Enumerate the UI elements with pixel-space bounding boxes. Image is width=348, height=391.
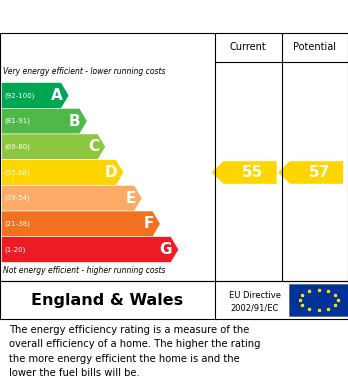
Text: (92-100): (92-100) (4, 92, 34, 99)
Polygon shape (1, 160, 124, 185)
Text: EU Directive: EU Directive (229, 291, 281, 300)
Text: 55: 55 (242, 165, 263, 180)
Text: (69-80): (69-80) (4, 143, 30, 150)
Text: (55-68): (55-68) (4, 169, 30, 176)
Text: Not energy efficient - higher running costs: Not energy efficient - higher running co… (3, 266, 166, 275)
Text: 2002/91/EC: 2002/91/EC (231, 304, 279, 313)
Polygon shape (1, 108, 87, 134)
Text: D: D (105, 165, 117, 180)
Polygon shape (1, 185, 142, 211)
Text: Very energy efficient - lower running costs: Very energy efficient - lower running co… (3, 66, 166, 75)
Bar (289, 284, 348, 316)
Text: (1-20): (1-20) (4, 246, 25, 253)
Text: G: G (160, 242, 172, 257)
Text: B: B (69, 114, 81, 129)
Polygon shape (278, 161, 343, 184)
Text: (81-91): (81-91) (4, 118, 30, 124)
Polygon shape (1, 237, 179, 262)
Text: (21-38): (21-38) (4, 221, 30, 227)
Text: C: C (88, 139, 99, 154)
Text: F: F (143, 216, 154, 231)
Polygon shape (212, 161, 277, 184)
Text: (39-54): (39-54) (4, 195, 30, 201)
Text: E: E (125, 191, 136, 206)
Text: The energy efficiency rating is a measure of the
overall efficiency of a home. T: The energy efficiency rating is a measur… (9, 325, 260, 378)
Text: 57: 57 (309, 165, 330, 180)
Text: Current: Current (230, 42, 267, 52)
Text: Energy Efficiency Rating: Energy Efficiency Rating (7, 9, 217, 24)
Text: A: A (51, 88, 62, 103)
Text: Potential: Potential (293, 42, 336, 52)
Polygon shape (1, 134, 105, 160)
Polygon shape (1, 83, 69, 108)
Polygon shape (1, 211, 160, 237)
Text: England & Wales: England & Wales (31, 292, 184, 307)
